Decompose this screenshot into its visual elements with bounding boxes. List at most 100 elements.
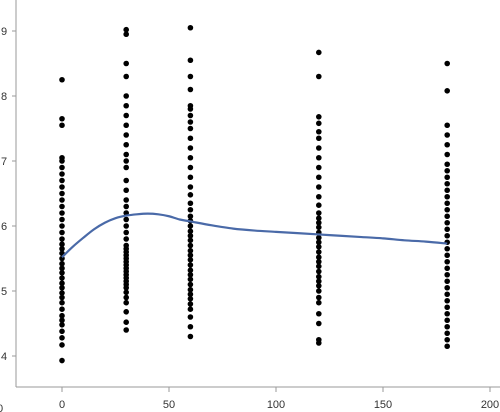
data-point	[123, 294, 129, 301]
data-point	[316, 114, 322, 120]
data-point	[316, 193, 322, 200]
data-point	[187, 323, 194, 330]
data-point	[316, 244, 322, 250]
data-point	[187, 86, 194, 93]
data-point	[59, 184, 65, 190]
data-point	[187, 286, 194, 293]
y-tick-label: 8	[1, 91, 7, 103]
data-point	[444, 297, 451, 304]
data-point	[59, 203, 65, 210]
data-point	[123, 151, 129, 158]
smoothed-trend-line	[61, 212, 448, 258]
data-points	[59, 24, 451, 364]
data-point	[444, 141, 451, 148]
y-tick-label: 7	[1, 156, 7, 168]
data-point	[187, 232, 194, 239]
x-tick-label: 200	[481, 399, 499, 411]
data-point	[444, 252, 451, 259]
data-point	[187, 119, 194, 125]
data-point	[187, 206, 194, 213]
data-point	[59, 357, 65, 364]
data-point	[316, 263, 322, 270]
data-point	[187, 228, 194, 234]
data-point	[187, 213, 194, 220]
data-point	[444, 258, 451, 265]
data-point	[123, 26, 129, 33]
data-point	[59, 280, 65, 287]
data-point	[444, 122, 451, 129]
data-point	[123, 236, 129, 242]
data-point	[59, 342, 65, 348]
data-point	[316, 299, 322, 306]
data-point	[123, 309, 129, 315]
data-point	[444, 291, 451, 298]
data-point	[187, 184, 194, 190]
y-tick-label: 9	[1, 26, 7, 38]
data-point	[444, 180, 451, 187]
data-point	[59, 154, 65, 161]
data-point	[316, 278, 322, 285]
data-point	[123, 203, 129, 210]
data-point	[316, 120, 322, 127]
x-tick-label: 50	[163, 399, 175, 411]
data-point	[316, 154, 322, 161]
data-point	[316, 215, 322, 221]
data-point	[187, 267, 194, 274]
data-point	[187, 242, 194, 249]
data-point	[59, 210, 65, 216]
data-point	[316, 202, 322, 208]
data-point	[59, 294, 65, 301]
data-point	[59, 284, 65, 291]
data-point	[123, 216, 129, 223]
data-point	[123, 158, 129, 164]
data-point	[59, 335, 65, 341]
data-point	[187, 200, 194, 207]
data-point	[444, 265, 451, 272]
data-point	[123, 187, 129, 194]
data-point	[59, 322, 65, 328]
data-point	[444, 187, 451, 194]
data-point	[187, 174, 194, 181]
data-point	[123, 229, 129, 236]
data-point	[123, 93, 129, 99]
data-point	[444, 60, 451, 67]
data-point	[316, 310, 322, 317]
x-tick-label: 100	[267, 399, 285, 411]
data-point	[444, 336, 451, 343]
data-point	[444, 88, 451, 94]
data-point	[59, 177, 65, 184]
data-point	[59, 245, 65, 252]
data-point	[123, 141, 129, 148]
data-point	[187, 333, 194, 340]
data-point	[316, 239, 322, 246]
data-point	[316, 294, 322, 301]
data-point	[316, 219, 322, 226]
data-point	[123, 223, 129, 229]
data-point	[123, 164, 129, 171]
data-point	[59, 275, 65, 281]
data-point	[187, 145, 194, 151]
data-point	[59, 265, 65, 272]
data-point	[123, 122, 129, 129]
y-tick-label: 5	[1, 286, 7, 298]
data-point	[123, 73, 129, 80]
data-point	[444, 343, 451, 350]
data-point	[316, 320, 322, 327]
y-axis-ticks: 4 5 6 7 8 9	[1, 26, 16, 363]
data-point	[187, 24, 194, 31]
data-point	[444, 174, 451, 181]
data-point	[187, 314, 194, 320]
data-point	[123, 242, 129, 249]
data-point	[59, 171, 65, 177]
data-point	[316, 135, 322, 142]
data-point	[123, 327, 129, 333]
data-point	[444, 167, 451, 174]
data-point	[444, 206, 451, 213]
data-point	[123, 177, 129, 184]
x-tick-label: 0	[59, 399, 65, 411]
data-point	[59, 197, 65, 203]
data-point	[316, 336, 322, 343]
data-point	[187, 247, 194, 254]
data-point	[187, 257, 194, 263]
data-point	[123, 31, 129, 38]
